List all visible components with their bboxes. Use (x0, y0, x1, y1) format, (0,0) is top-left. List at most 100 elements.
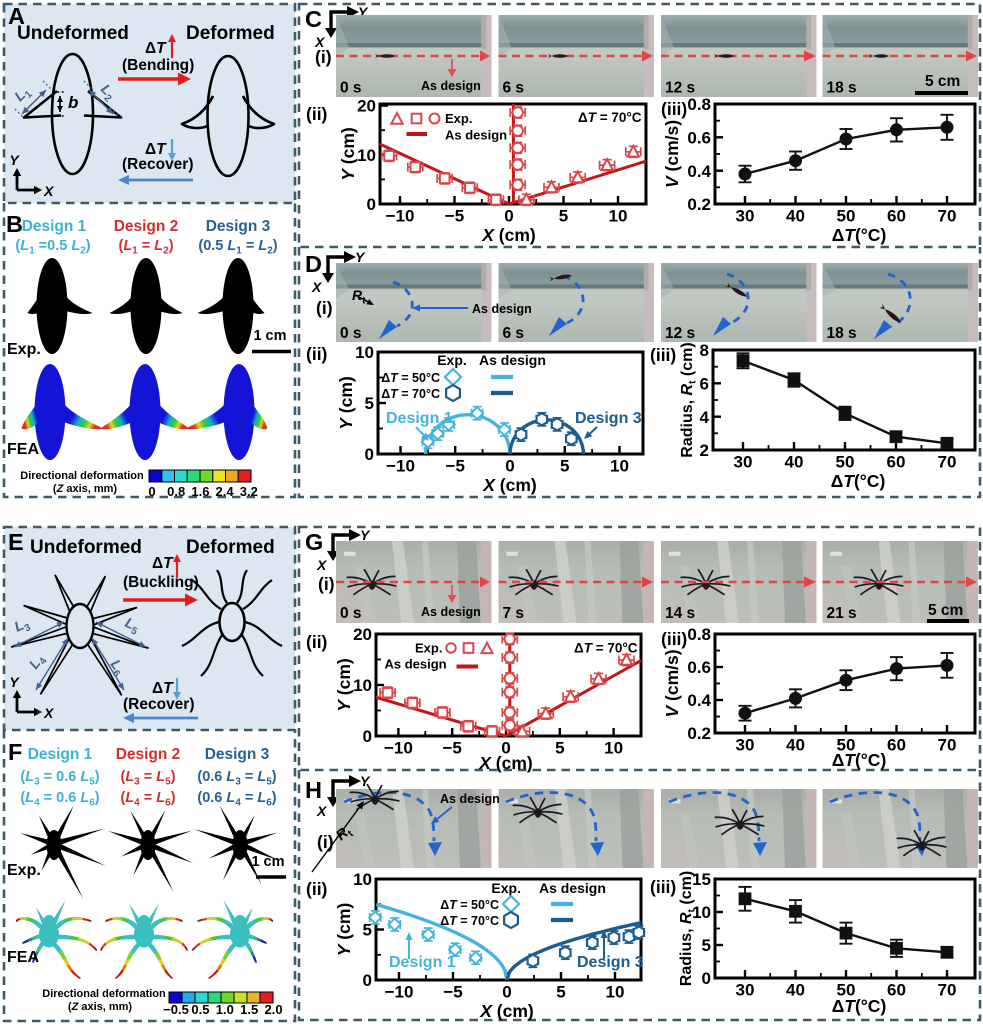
svg-text:−10: −10 (384, 739, 413, 758)
svg-text:10: 10 (609, 207, 628, 226)
svg-text:0: 0 (363, 727, 372, 746)
svg-text:ΔT = 50°C: ΔT = 50°C (440, 898, 499, 912)
svg-text:5 cm: 5 cm (928, 602, 963, 619)
svg-text:X (cm): X (cm) (479, 1001, 534, 1021)
svg-text:Undeformed: Undeformed (30, 537, 142, 558)
svg-text:Undeformed: Undeformed (17, 23, 129, 44)
svg-text:0: 0 (505, 457, 514, 476)
svg-text:ΔT(°C): ΔT(°C) (832, 225, 887, 245)
svg-text:As design: As design (445, 128, 507, 143)
svg-text:(i): (i) (316, 298, 333, 318)
svg-text:Design 2: Design 2 (114, 218, 179, 235)
svg-text:−5: −5 (443, 739, 462, 758)
svg-text:70: 70 (938, 453, 957, 472)
svg-text:2: 2 (700, 441, 709, 460)
svg-text:70: 70 (938, 207, 957, 226)
svg-text:As design: As design (472, 302, 532, 316)
svg-text:(L1 = L2): (L1 = L2) (118, 238, 173, 257)
svg-text:0.2: 0.2 (687, 724, 711, 743)
svg-text:−5: −5 (443, 983, 462, 1002)
svg-text:60: 60 (887, 207, 906, 226)
svg-text:20: 20 (353, 625, 372, 644)
svg-text:0: 0 (363, 971, 372, 990)
svg-text:X: X (311, 279, 323, 295)
svg-text:5: 5 (365, 394, 374, 413)
svg-text:b: b (68, 93, 78, 112)
svg-text:Exp.: Exp. (445, 111, 472, 126)
svg-text:(0.6 L4 = L6): (0.6 L4 = L6) (197, 790, 276, 809)
svg-text:As design: As design (539, 880, 606, 896)
svg-text:ΔT = 70°C: ΔT = 70°C (574, 641, 638, 656)
svg-text:12 s: 12 s (665, 325, 695, 342)
svg-text:FEA: FEA (7, 441, 39, 458)
svg-text:Design 1: Design 1 (386, 410, 453, 427)
svg-text:10: 10 (610, 457, 629, 476)
svg-text:0: 0 (504, 207, 513, 226)
svg-text:0.6: 0.6 (687, 128, 711, 147)
svg-text:ΔT: ΔT (152, 680, 174, 697)
svg-text:50: 50 (836, 453, 855, 472)
svg-text:3.2: 3.2 (240, 484, 258, 499)
svg-text:30: 30 (734, 453, 753, 472)
svg-text:40: 40 (786, 981, 805, 1000)
svg-text:ΔT(°C): ΔT(°C) (831, 471, 886, 491)
svg-text:10: 10 (355, 343, 374, 362)
svg-text:ΔT(°C): ΔT(°C) (832, 750, 887, 770)
svg-text:ΔT: ΔT (152, 555, 174, 572)
svg-text:Design 1: Design 1 (22, 218, 87, 235)
svg-text:Y (cm): Y (cm) (336, 376, 356, 430)
svg-text:5: 5 (363, 921, 372, 940)
svg-text:30: 30 (736, 736, 755, 755)
svg-text:V (cm/s): V (cm/s) (662, 649, 682, 717)
svg-text:(ii): (ii) (306, 632, 327, 652)
svg-text:ΔT = 70°C: ΔT = 70°C (440, 914, 499, 928)
svg-text:(0.5 L1 = L2): (0.5 L1 = L2) (198, 238, 277, 257)
svg-text:Design 3: Design 3 (206, 218, 271, 235)
svg-text:40: 40 (786, 207, 805, 226)
svg-text:As design: As design (421, 79, 481, 93)
svg-text:F: F (8, 739, 22, 765)
svg-text:ΔT: ΔT (145, 40, 167, 57)
svg-text:As design: As design (479, 352, 546, 368)
svg-text:0.4: 0.4 (687, 691, 711, 710)
svg-text:−10: −10 (385, 983, 414, 1002)
svg-text:40: 40 (786, 736, 805, 755)
svg-text:21 s: 21 s (827, 605, 857, 622)
svg-text:(Recover): (Recover) (123, 696, 195, 713)
svg-text:10: 10 (357, 146, 376, 165)
svg-text:(L3 = L5): (L3 = L5) (120, 769, 175, 788)
svg-text:60: 60 (887, 736, 906, 755)
svg-text:1.5: 1.5 (240, 1002, 258, 1017)
svg-text:Y (cm): Y (cm) (334, 658, 354, 712)
svg-text:−5: −5 (445, 207, 464, 226)
svg-text:2.0: 2.0 (265, 1002, 283, 1017)
svg-text:ΔT(°C): ΔT(°C) (832, 996, 887, 1016)
svg-text:(Z axis, mm): (Z axis, mm) (53, 483, 118, 495)
svg-text:Exp.: Exp. (415, 641, 442, 656)
svg-text:Deformed: Deformed (186, 23, 275, 44)
svg-text:18 s: 18 s (827, 80, 857, 97)
svg-text:Directional deformation: Directional deformation (20, 470, 144, 482)
svg-text:(L1 =0.5 L2): (L1 =0.5 L2) (15, 238, 90, 257)
svg-text:Y: Y (360, 527, 371, 543)
svg-text:Y: Y (355, 249, 366, 265)
svg-text:0: 0 (148, 484, 155, 499)
svg-text:30: 30 (736, 981, 755, 1000)
svg-text:70: 70 (938, 981, 957, 1000)
svg-text:B: B (6, 211, 23, 237)
svg-text:G: G (305, 529, 323, 555)
svg-text:0 s: 0 s (340, 325, 362, 342)
svg-text:(i): (i) (317, 832, 334, 852)
svg-text:X (cm): X (cm) (481, 225, 536, 245)
svg-text:X (cm): X (cm) (478, 753, 533, 773)
svg-text:(iii): (iii) (661, 629, 687, 649)
svg-text:(Z axis, mm): (Z axis, mm) (68, 1001, 133, 1013)
svg-text:Radius, Rt (cm): Radius, Rt (cm) (678, 871, 698, 986)
svg-text:As design: As design (421, 605, 481, 619)
svg-text:40: 40 (785, 453, 804, 472)
svg-text:Radius, Rt (cm): Radius, Rt (cm) (679, 342, 699, 457)
svg-text:2.4: 2.4 (216, 484, 235, 499)
svg-text:Design 3: Design 3 (577, 954, 644, 971)
svg-text:H: H (305, 777, 322, 803)
svg-text:30: 30 (736, 207, 755, 226)
